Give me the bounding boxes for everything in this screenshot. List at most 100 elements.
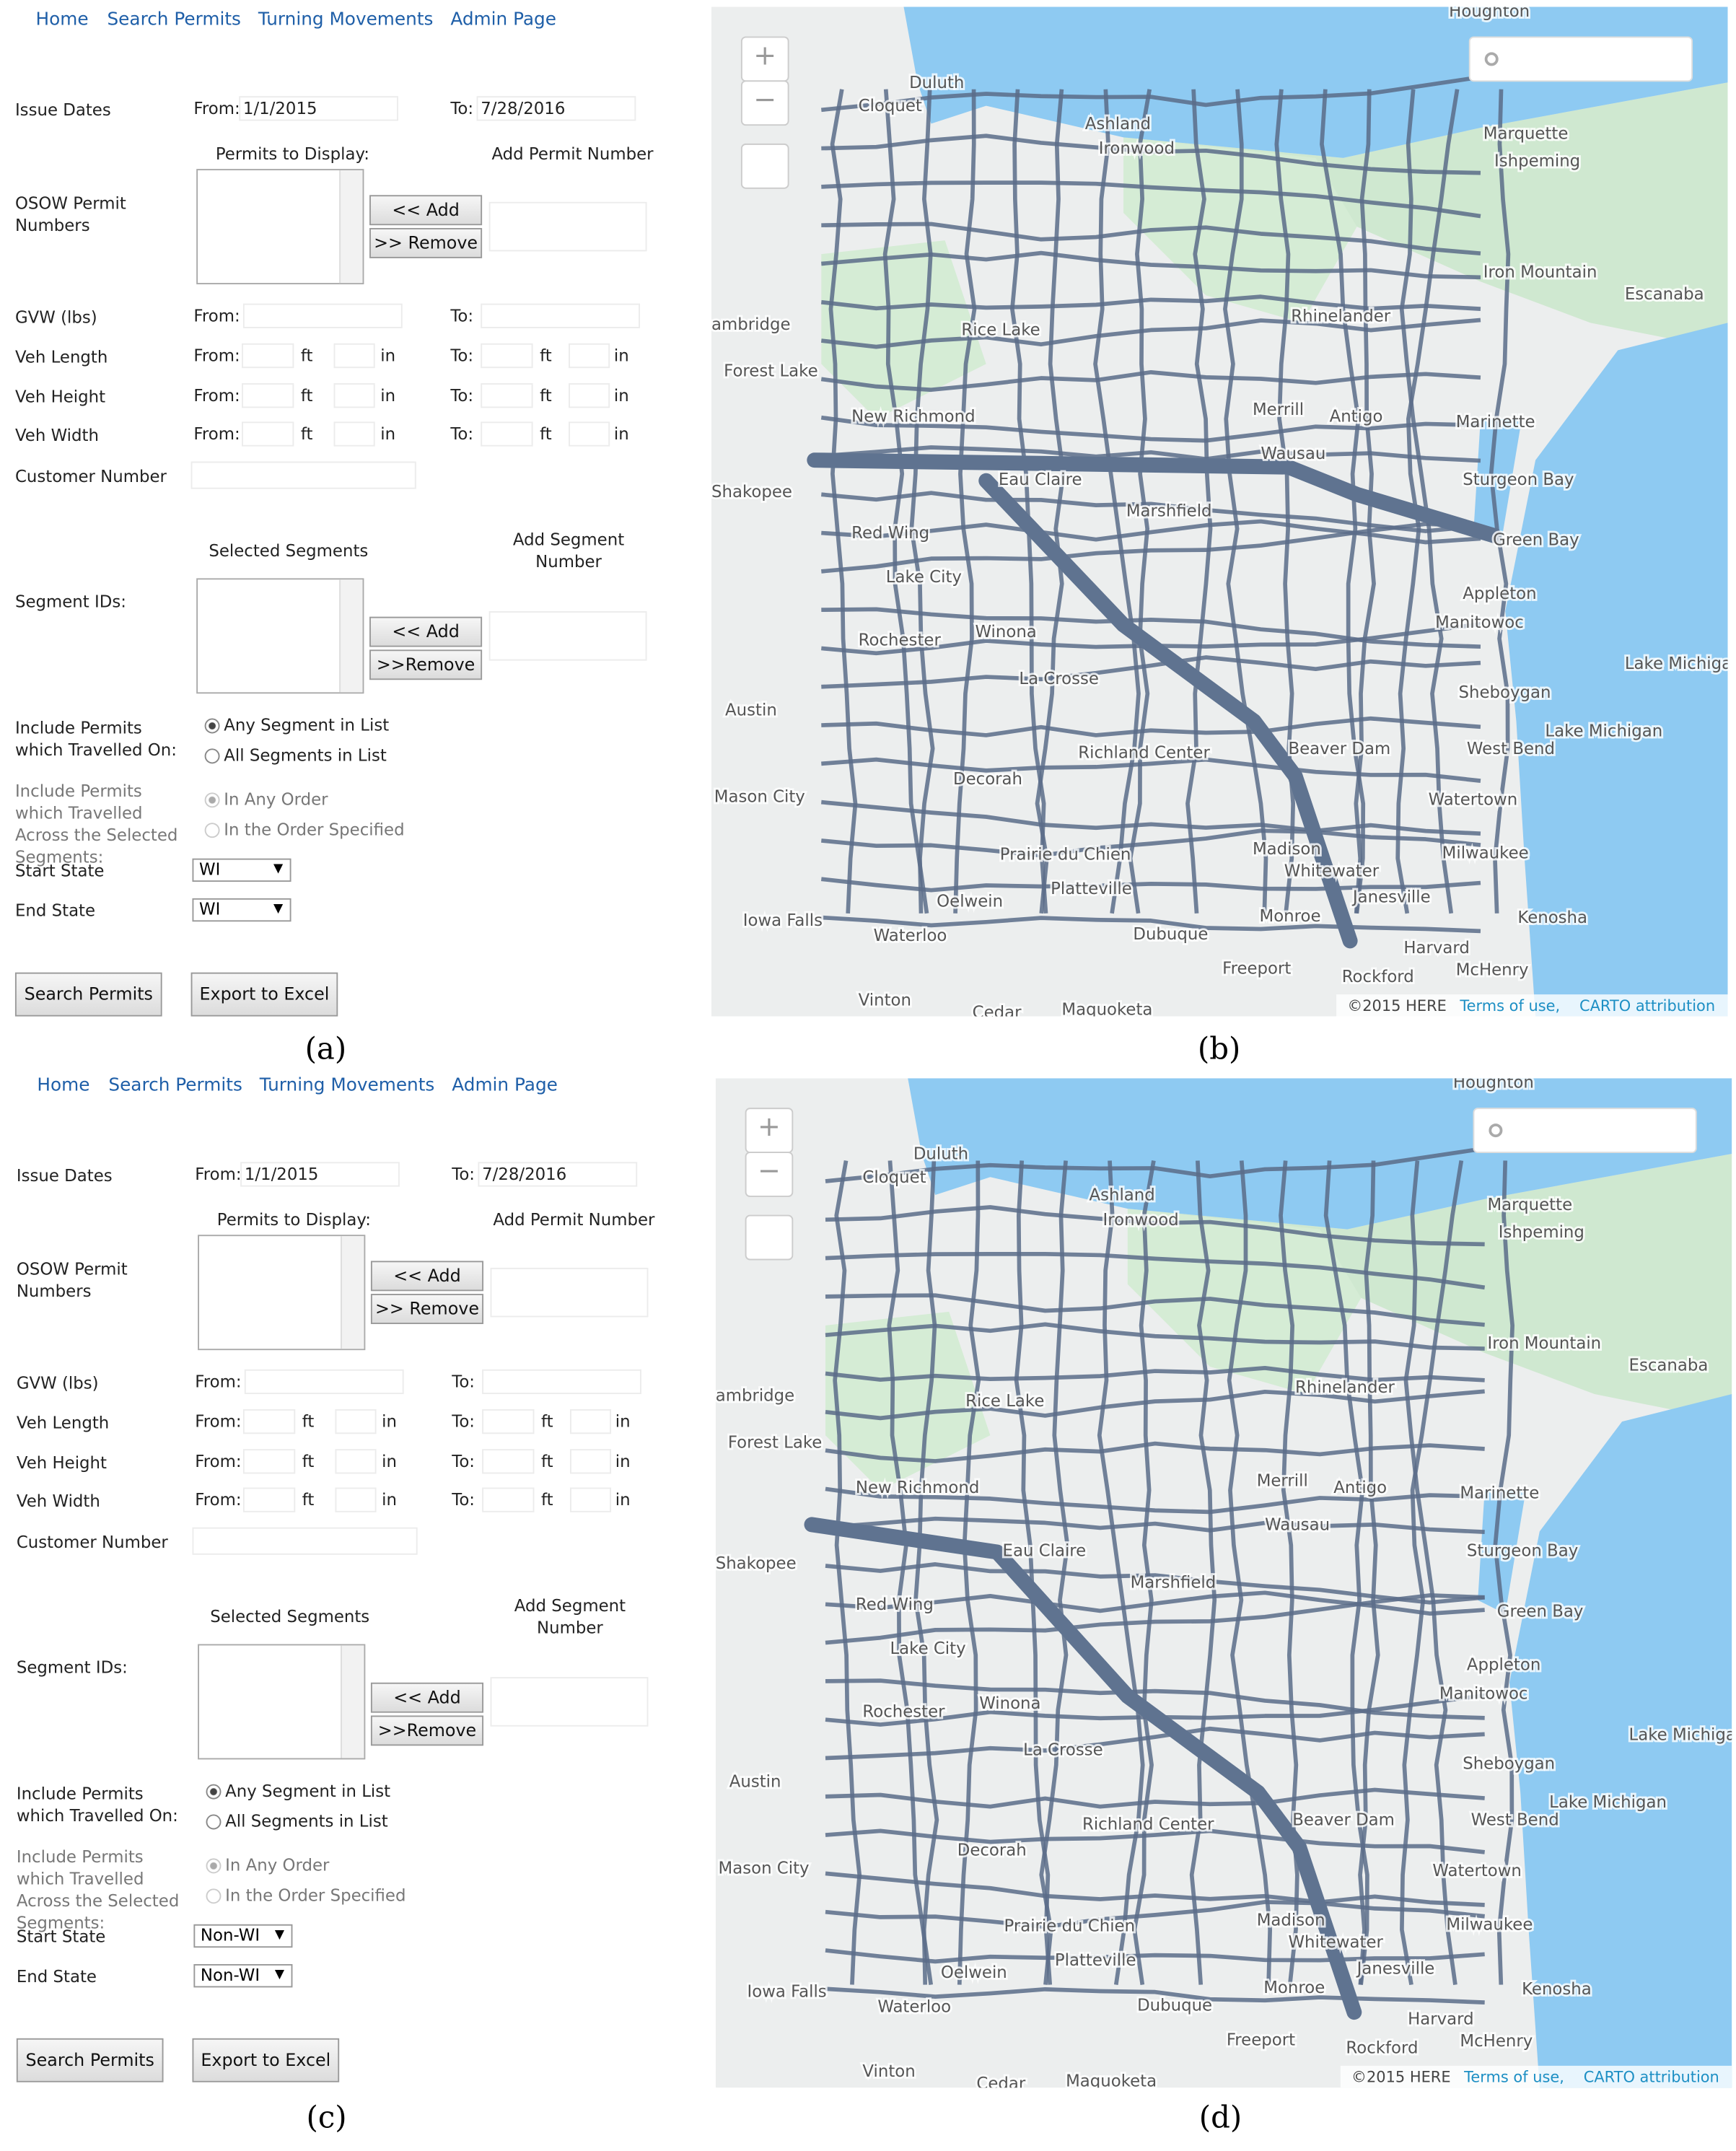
list-label: Selected Segments (210, 1607, 370, 1626)
dim-input[interactable] (482, 1487, 535, 1512)
add-button[interactable]: << Add (370, 1261, 484, 1292)
action-button[interactable]: Search Permits (14, 972, 162, 1017)
search-box[interactable] (1468, 36, 1693, 82)
dim-input[interactable] (481, 421, 533, 447)
action-button[interactable]: Search Permits (16, 2038, 164, 2082)
place-label: Austin (725, 701, 777, 720)
map-canvas[interactable]: Houghton Duluth Cloquet Ashland Ironwood Marq… (715, 1078, 1732, 2088)
radio-button[interactable] (204, 823, 220, 838)
dim-input[interactable] (242, 383, 294, 408)
date-input[interactable] (476, 96, 636, 121)
dim-input[interactable] (335, 1487, 377, 1512)
add-button[interactable]: << Add (369, 195, 483, 226)
place-label: Mason City (714, 788, 805, 807)
add-button[interactable]: << Add (370, 1682, 484, 1713)
segment-list[interactable] (198, 1644, 366, 1760)
dim-input[interactable] (333, 343, 375, 369)
place-label: Maquoketa (1066, 2072, 1157, 2088)
zoom-button[interactable] (740, 80, 789, 126)
segment-list[interactable] (196, 578, 364, 694)
add-button[interactable]: << Add (369, 616, 483, 647)
gvw-input[interactable] (242, 303, 403, 328)
dim-input[interactable] (569, 1449, 612, 1474)
dim-input[interactable] (481, 383, 533, 408)
segment-input[interactable] (488, 611, 647, 661)
radio-button[interactable] (206, 1784, 222, 1800)
place-label: Dubuque (1133, 925, 1208, 944)
place-label: Manitowoc (1435, 613, 1524, 632)
radio-button[interactable] (204, 748, 220, 764)
unit: in (380, 346, 396, 366)
radio-button[interactable] (204, 792, 220, 808)
radio-button[interactable] (204, 718, 220, 734)
map-canvas[interactable]: Houghton Duluth Cloquet Ashland Ironwood Marq… (711, 6, 1728, 1017)
dim-input[interactable] (242, 1409, 296, 1434)
radio-button[interactable] (206, 1814, 222, 1830)
dim-input[interactable] (242, 343, 294, 369)
dim-input[interactable] (242, 421, 294, 447)
place-label: Appleton (1463, 584, 1536, 603)
action-button[interactable]: Export to Excel (190, 972, 338, 1017)
permit-list[interactable] (196, 169, 364, 285)
state-select[interactable]: Non-WI ▼ (193, 1964, 293, 1988)
remove-button[interactable]: >> Remove (369, 227, 483, 258)
dim-input[interactable] (481, 343, 533, 369)
permit-input[interactable] (490, 1267, 649, 1318)
dim-input[interactable] (242, 1487, 296, 1512)
dim-input[interactable] (569, 383, 610, 408)
dim-input[interactable] (333, 421, 375, 447)
dim-input[interactable] (482, 1449, 535, 1474)
dim-input[interactable] (335, 1449, 377, 1474)
permit-input[interactable] (488, 201, 647, 252)
field-label: From: (195, 1372, 242, 1392)
state-select[interactable]: Non-WI ▼ (193, 1924, 293, 1948)
fullscreen-button[interactable] (740, 143, 789, 189)
nav-link[interactable]: Turning Movements (258, 9, 434, 30)
gvw-input[interactable] (481, 303, 641, 328)
gvw-input[interactable] (244, 1369, 404, 1395)
search-box[interactable] (1473, 1108, 1697, 1153)
dim-input[interactable] (333, 383, 375, 408)
action-button[interactable]: Export to Excel (192, 2038, 340, 2082)
dim-input[interactable] (242, 1449, 296, 1474)
nav-link[interactable]: Search Permits (108, 1075, 242, 1096)
date-input[interactable] (239, 96, 399, 121)
date-input[interactable] (478, 1162, 638, 1187)
fullscreen-button[interactable] (745, 1214, 794, 1261)
customer-input[interactable] (192, 1527, 418, 1555)
dim-input[interactable] (335, 1409, 377, 1434)
date-input[interactable] (240, 1162, 400, 1187)
field-label: Issue Dates (16, 1166, 113, 1186)
dim-input[interactable] (569, 1409, 612, 1434)
field-label: To: (452, 1372, 475, 1392)
nav-link[interactable]: Turning Movements (259, 1075, 435, 1096)
dim-input[interactable] (569, 1487, 612, 1512)
customer-input[interactable] (190, 461, 416, 489)
radio-button[interactable] (206, 1858, 222, 1874)
place-label: Manitowoc (1439, 1685, 1528, 1704)
remove-button[interactable]: >>Remove (369, 649, 483, 680)
nav-link[interactable]: Admin Page (450, 9, 557, 30)
field-label: Include Permits which Travelled Across t… (14, 781, 178, 867)
nav-link[interactable]: Admin Page (452, 1075, 558, 1096)
nav-link[interactable]: Home (35, 9, 89, 30)
segment-input[interactable] (490, 1677, 649, 1727)
map[interactable]: Houghton Duluth Cloquet Ashland Ironwood Marq… (711, 6, 1728, 1017)
nav-link[interactable]: Home (37, 1075, 90, 1096)
dim-input[interactable] (569, 343, 610, 369)
permit-list[interactable] (198, 1235, 366, 1351)
nav-link[interactable]: Search Permits (107, 9, 241, 30)
gvw-input[interactable] (482, 1369, 641, 1395)
radio-button[interactable] (206, 1888, 222, 1904)
state-select[interactable]: WI ▼ (192, 858, 291, 882)
zoom-button[interactable] (745, 1152, 794, 1197)
dim-input[interactable] (482, 1409, 535, 1434)
state-select[interactable]: WI ▼ (192, 898, 291, 922)
field-label: To: (450, 424, 474, 444)
place-label: Cloquet (862, 1168, 926, 1187)
dim-input[interactable] (569, 421, 610, 447)
map[interactable]: Houghton Duluth Cloquet Ashland Ironwood Marq… (715, 1078, 1732, 2088)
road (825, 1366, 1485, 1383)
remove-button[interactable]: >>Remove (370, 1715, 484, 1746)
remove-button[interactable]: >> Remove (370, 1294, 484, 1324)
